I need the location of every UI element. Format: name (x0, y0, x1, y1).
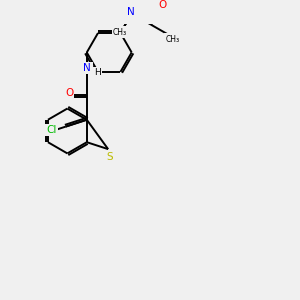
Text: N: N (83, 63, 91, 73)
Text: Cl: Cl (46, 125, 57, 135)
Text: N: N (127, 7, 135, 17)
Text: H: H (94, 68, 101, 77)
Text: O: O (159, 0, 167, 10)
Text: CH₃: CH₃ (113, 28, 127, 37)
Text: S: S (106, 152, 113, 162)
Text: CH₃: CH₃ (166, 35, 180, 44)
Text: O: O (65, 88, 73, 98)
